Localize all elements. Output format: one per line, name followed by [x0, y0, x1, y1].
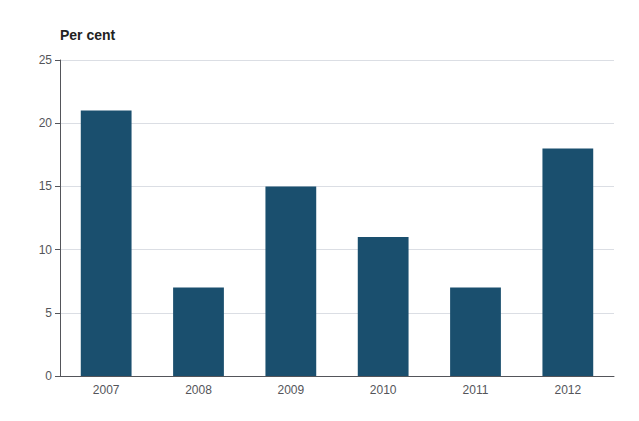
svg-text:0: 0 — [45, 369, 52, 383]
svg-text:Per cent: Per cent — [60, 27, 116, 43]
svg-text:20: 20 — [39, 116, 53, 130]
svg-text:2011: 2011 — [463, 383, 489, 397]
svg-text:2012: 2012 — [554, 383, 581, 397]
svg-text:2010: 2010 — [370, 383, 397, 397]
svg-text:2009: 2009 — [277, 383, 304, 397]
svg-text:5: 5 — [45, 306, 52, 320]
svg-text:2008: 2008 — [185, 383, 212, 397]
svg-text:2007: 2007 — [93, 383, 120, 397]
svg-text:15: 15 — [39, 179, 53, 193]
svg-text:25: 25 — [39, 53, 53, 67]
svg-text:10: 10 — [39, 243, 53, 257]
